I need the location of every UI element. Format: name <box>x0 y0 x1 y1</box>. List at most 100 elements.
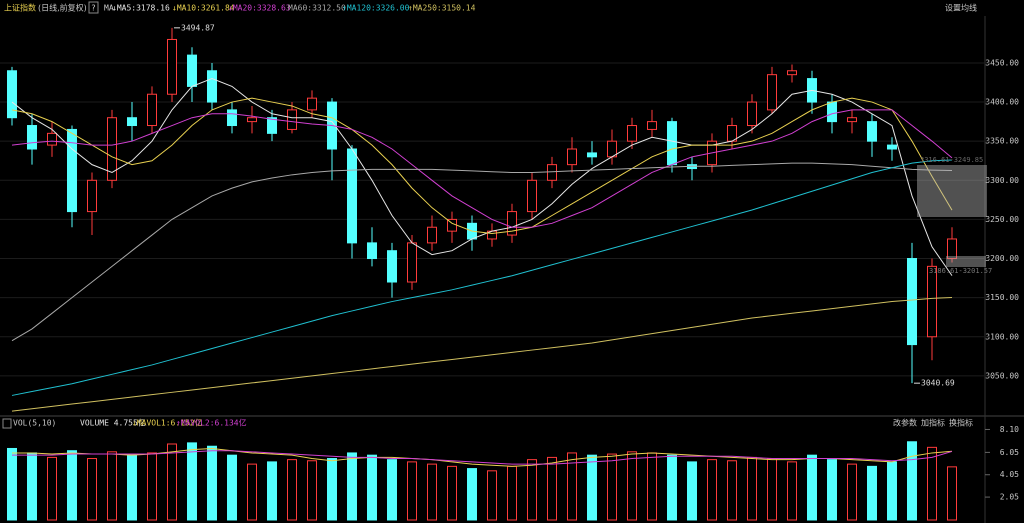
volume-bar <box>567 452 577 521</box>
volume-bar <box>167 443 177 521</box>
volume-bar <box>507 465 517 521</box>
volume-bar <box>327 458 337 521</box>
volume-bar <box>147 452 157 521</box>
candle-body <box>387 250 397 283</box>
volume-bar <box>807 454 817 521</box>
ma-tag: MA <box>104 4 114 13</box>
volume-bar <box>467 468 477 521</box>
moving-average <box>11 109 953 228</box>
volume-bar <box>527 459 537 521</box>
y-tick-label: 3050.00 <box>985 371 1019 380</box>
candle-body <box>127 117 137 127</box>
legend-entry: ↓MA10:3261.84 <box>172 4 235 13</box>
candle-body <box>7 70 17 119</box>
volume-bar <box>287 459 297 521</box>
volume-bar <box>207 445 217 521</box>
candle-body <box>667 121 677 166</box>
y-tick-label: 3200.00 <box>985 254 1019 263</box>
moving-average <box>11 159 953 396</box>
candle-body <box>907 258 917 346</box>
volume-bar <box>647 452 657 521</box>
candle-body <box>527 179 537 213</box>
volume-bar <box>27 452 37 521</box>
candle-body <box>947 238 957 260</box>
candle-body <box>307 97 317 111</box>
legend-entry: MA60:3312.50 <box>288 4 346 13</box>
y-tick-label: 3300.00 <box>985 176 1019 185</box>
candle-body <box>187 54 197 87</box>
legend-entry: ↑MA120:3326.00 <box>342 4 410 13</box>
volume-bar <box>767 458 777 521</box>
help-box[interactable] <box>88 1 99 14</box>
gap-label: 3186.61-3201.57 <box>929 267 992 275</box>
volume-bar <box>7 447 17 521</box>
candle-body <box>827 101 837 123</box>
candle-body <box>647 121 657 130</box>
volume-bar <box>667 454 677 521</box>
y-tick-label: 8.10 <box>1000 425 1019 434</box>
moving-average <box>11 297 953 412</box>
candle-body <box>287 109 297 130</box>
candle-body <box>27 125 37 150</box>
candle-body <box>547 164 557 181</box>
gap-box <box>946 256 986 267</box>
panel-button[interactable]: 换指标 <box>949 418 973 428</box>
y-tick-label: 3150.00 <box>985 293 1019 302</box>
volume-bar <box>827 459 837 521</box>
candle-body <box>107 117 117 181</box>
volume-bar <box>307 460 317 521</box>
candle-body <box>87 179 97 213</box>
panel-button[interactable]: 改参数 <box>893 418 917 428</box>
volume-bar <box>787 461 797 521</box>
vol-help-box[interactable] <box>2 418 12 429</box>
volume-bar <box>447 465 457 521</box>
y-tick-label: 3250.00 <box>985 215 1019 224</box>
panel-button[interactable]: 加指标 <box>921 418 945 428</box>
candle-body <box>47 132 57 146</box>
volume-bar <box>67 450 77 521</box>
volume-bar <box>47 456 57 521</box>
help-icon[interactable]: ? <box>91 4 96 13</box>
volume-bar <box>867 465 877 521</box>
candle-body <box>67 128 77 213</box>
index-subtitle: (日线,前复权) <box>38 3 87 13</box>
legend-entry: ↓MA20:3328.63 <box>228 4 291 13</box>
candle-body <box>847 117 857 123</box>
volume-bar <box>407 461 417 521</box>
candle-body <box>927 265 937 338</box>
moving-average <box>11 162 953 342</box>
y-tick-label: 3400.00 <box>985 98 1019 107</box>
volume-bar <box>627 451 637 521</box>
candle-body <box>507 211 517 236</box>
volume-bar <box>387 459 397 521</box>
volume-bar <box>107 451 117 521</box>
candle-body <box>407 242 417 283</box>
settings-button[interactable]: 设置均线 <box>945 3 977 13</box>
volume-bar <box>687 461 697 521</box>
candle-body <box>247 117 257 123</box>
index-title: 上证指数 <box>4 3 36 13</box>
candle-body <box>167 38 177 95</box>
moving-average <box>12 450 953 465</box>
volume-bar <box>427 463 437 521</box>
volume-bar <box>247 463 257 521</box>
candle-body <box>427 226 437 244</box>
volume-bar <box>367 454 377 521</box>
volume-bar <box>547 456 557 521</box>
volume-bar <box>267 461 277 521</box>
candle-body <box>787 70 797 76</box>
volume-bar <box>747 456 757 521</box>
candle-body <box>147 93 157 127</box>
gap-label: 3316.61-3249.85 <box>920 156 983 164</box>
y-tick-label: 3100.00 <box>985 332 1019 341</box>
candle-body <box>207 70 217 103</box>
volume-readout: VOLUME 4.755亿 <box>80 418 146 428</box>
y-tick-label: 3350.00 <box>985 137 1019 146</box>
volume-bar <box>227 454 237 521</box>
volume-bar <box>847 463 857 521</box>
legend-entry: ↓MA5:3178.16 <box>112 4 170 13</box>
volume-bar <box>907 441 917 521</box>
volume-bar <box>187 442 197 521</box>
gap-box <box>917 165 987 217</box>
